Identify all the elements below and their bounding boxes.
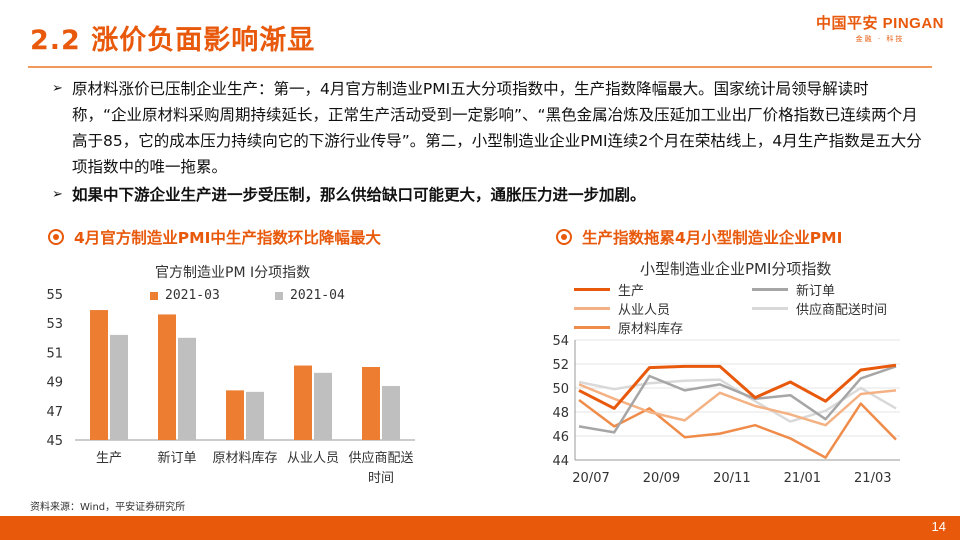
bullet-item: ➢ 如果中下游企业生产进一步受压制，那么供给缺口可能更大，通胀压力进一步加剧。 <box>52 182 922 208</box>
bar-chart: 45 47 49 51 53 55 生产 新订单 原材料库存 从业人员 供应商配送时间 <box>46 288 415 486</box>
x-tick-label: 从业人员 <box>287 451 339 466</box>
arrow-bullet-icon: ➢ <box>52 81 63 96</box>
bar <box>246 391 264 440</box>
bullet-item: ➢ 原材料涨价已压制企业生产：第一，4月官方制造业PMI五大分项指数中，生产指数… <box>52 76 922 180</box>
x-tick-label: 20/11 <box>713 471 750 486</box>
bar <box>158 314 176 440</box>
arrow-bullet-icon: ➢ <box>52 187 63 202</box>
y-tick-label: 48 <box>552 406 569 421</box>
bullet-text: 原材料涨价已压制企业生产：第一，4月官方制造业PMI五大分项指数中，生产指数降幅… <box>72 80 922 176</box>
series-line <box>578 398 897 459</box>
y-tick-label: 49 <box>46 376 63 391</box>
line-legend-item: 原材料库存 <box>574 318 683 337</box>
section-heading-left: 4月官方制造业PMI中生产指数环比降幅最大 <box>48 226 381 248</box>
bar-chart-title: 官方制造业PM I分项指数 <box>155 265 311 281</box>
legend-line <box>752 288 788 291</box>
bar <box>382 385 400 440</box>
bar <box>178 337 196 440</box>
y-tick-label: 44 <box>552 454 569 469</box>
x-tick-label: 供应商配送 <box>348 450 413 466</box>
bar <box>294 365 312 440</box>
page-number: 14 <box>931 519 946 534</box>
series-line <box>578 365 897 434</box>
x-tick-label: 20/09 <box>643 471 680 486</box>
series-line <box>578 363 897 410</box>
logo-text: 中国平安 PINGAN <box>815 15 944 32</box>
target-icon <box>48 229 64 245</box>
x-tick-label: 新订单 <box>157 450 196 466</box>
footer-bar <box>0 516 960 540</box>
legend-label: 2021-04 <box>290 288 345 303</box>
legend-label: 新订单 <box>796 284 836 299</box>
bar <box>110 334 128 440</box>
source-note: 资料来源：Wind，平安证券研究所 <box>30 502 186 513</box>
legend-line <box>574 326 610 329</box>
page-title: 2.2 涨价负面影响渐显 <box>30 25 316 56</box>
x-tick-label: 原材料库存 <box>212 450 277 466</box>
y-tick-label: 45 <box>46 434 63 449</box>
bar-legend-item: 2021-04 <box>275 288 345 303</box>
x-tick-label: 生产 <box>96 451 122 466</box>
bar <box>226 390 244 440</box>
legend-label: 2021-03 <box>165 288 220 303</box>
line-legend-item: 生产 <box>574 280 644 299</box>
legend-swatch <box>150 291 158 300</box>
y-tick-label: 46 <box>552 430 569 445</box>
legend-label: 生产 <box>618 284 645 299</box>
x-tick-label: 时间 <box>368 471 394 486</box>
bar <box>314 372 332 440</box>
legend-label: 从业人员 <box>618 303 671 318</box>
legend-line <box>752 307 788 310</box>
y-tick-label: 55 <box>46 288 63 303</box>
line-legend-item: 从业人员 <box>574 299 670 318</box>
y-tick-label: 50 <box>552 382 569 397</box>
bullet-text: 如果中下游企业生产进一步受压制，那么供给缺口可能更大，通胀压力进一步加剧。 <box>72 186 646 204</box>
bar <box>362 367 380 440</box>
line-chart: 44 46 48 50 52 54 20/07 20/09 20/11 21/01 21/03 <box>552 334 900 486</box>
title-divider <box>28 66 932 68</box>
line-legend-item: 供应商配送时间 <box>752 299 887 318</box>
legend-line <box>574 307 610 310</box>
y-tick-label: 47 <box>46 405 63 420</box>
ping-an-logo: 中国平安 PINGAN 金融 · 科技 <box>816 12 944 44</box>
y-tick-label: 53 <box>46 317 63 332</box>
x-tick-label: 21/03 <box>854 471 891 486</box>
legend-label: 供应商配送时间 <box>796 303 888 318</box>
bar-legend-item: 2021-03 <box>150 288 220 303</box>
line-chart-title: 小型制造业企业PMI分项指数 <box>640 260 832 278</box>
section-heading-text: 4月官方制造业PMI中生产指数环比降幅最大 <box>74 229 381 247</box>
bullet-list: ➢ 原材料涨价已压制企业生产：第一，4月官方制造业PMI五大分项指数中，生产指数… <box>52 76 922 210</box>
legend-swatch <box>275 291 283 300</box>
y-tick-label: 52 <box>552 358 569 373</box>
target-icon <box>556 229 572 245</box>
section-heading-text: 生产指数拖累4月小型制造业企业PMI <box>582 229 843 247</box>
x-tick-label: 21/01 <box>784 471 821 486</box>
legend-line <box>574 288 610 291</box>
line-legend-item: 新订单 <box>752 280 835 299</box>
logo-tagline: 金融 · 科技 <box>855 35 905 43</box>
y-tick-label: 54 <box>552 334 569 349</box>
section-heading-right: 生产指数拖累4月小型制造业企业PMI <box>556 226 842 248</box>
bar <box>90 310 108 440</box>
legend-label: 原材料库存 <box>618 322 684 337</box>
y-tick-label: 51 <box>46 346 63 361</box>
x-tick-label: 20/07 <box>572 471 609 486</box>
